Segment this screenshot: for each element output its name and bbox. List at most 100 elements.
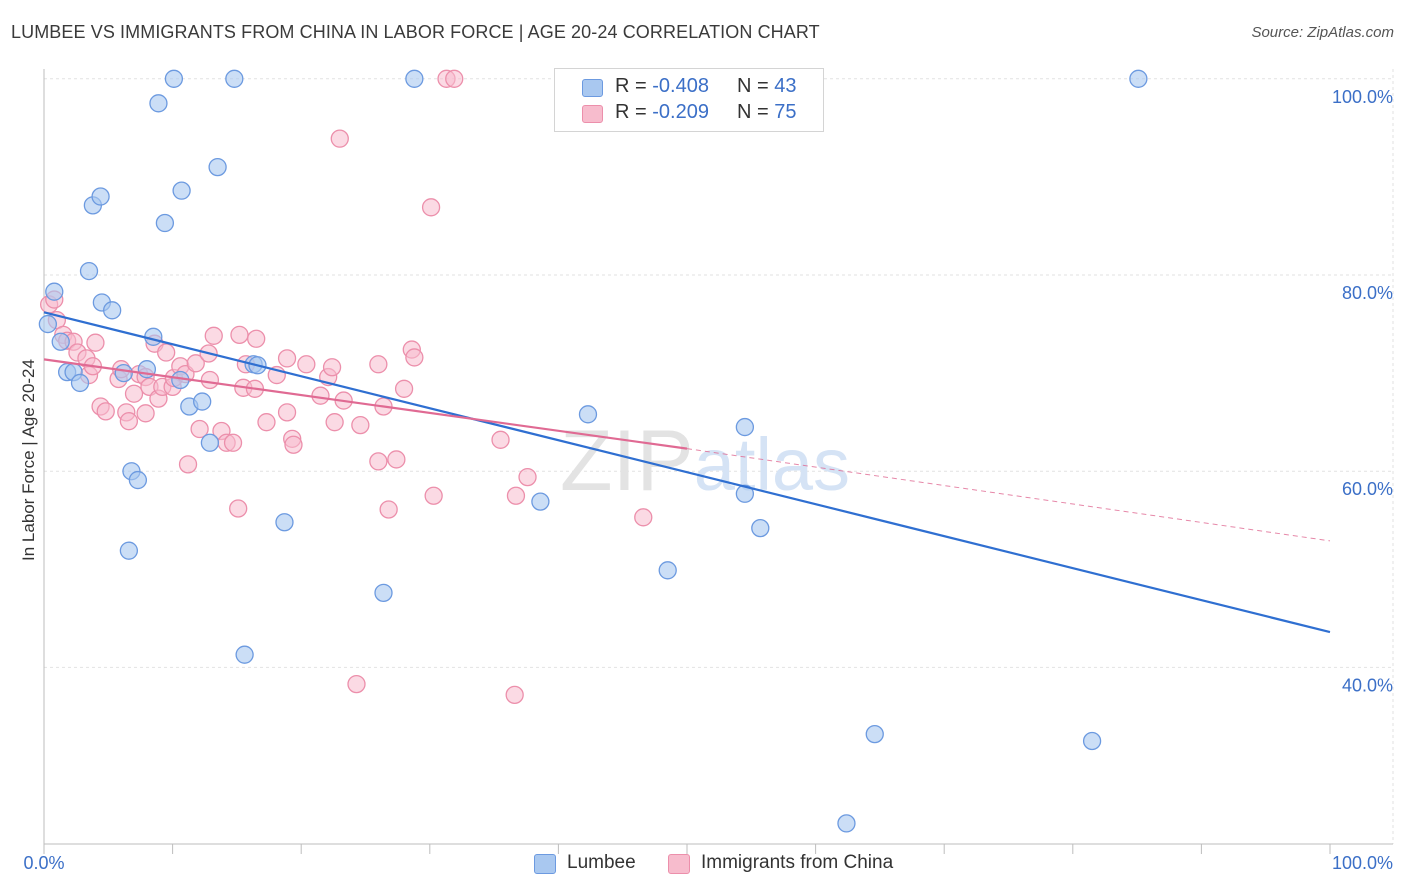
china-point [330,129,349,148]
watermark: ZIPatlas [560,413,850,509]
china-point [394,379,414,398]
legend-label-china: Immigrants from China [701,852,894,873]
china-point [229,499,248,518]
y-tick-label: 60.0% [1342,479,1393,499]
china-point [634,508,653,527]
lumbee-point [531,492,550,511]
china-point [325,413,344,432]
lumbee-point [578,405,598,424]
source-label: Source: ZipAtlas.com [1251,24,1394,41]
legend-n-label: N = [737,75,775,97]
china-swatch [668,854,690,874]
lumbee-point [1082,731,1102,751]
china-point [257,413,276,432]
china-point [284,435,303,454]
lumbee-point [374,583,393,603]
china-point [297,355,316,374]
legend-n-value: 75 [774,101,797,123]
china-point [505,685,524,705]
stats-legend: R = -0.408 N = 43 R = -0.209 N = 75 [554,68,824,132]
china-point [405,348,424,367]
china-point [96,402,115,421]
lumbee-point [735,484,755,503]
lumbee-swatch [582,79,603,97]
china-point [204,326,223,345]
y-tick-label: 100.0% [1332,87,1393,107]
china-point [322,358,342,377]
y-tick-label: 40.0% [1342,675,1393,695]
grid-lines [44,69,1394,844]
china-point [421,198,441,217]
series-lumbee-points [38,69,1148,833]
legend-r-value: -0.408 [652,75,709,97]
x-tick-label: 0.0% [23,853,64,873]
china-point [136,404,155,423]
lumbee-point [70,373,90,393]
china-trend-line [43,358,688,450]
lumbee-point [225,69,244,88]
lumbee-swatch [534,854,556,874]
china-point [124,384,144,403]
lumbee-point [128,470,148,490]
chart-title: LUMBEE VS IMMIGRANTS FROM CHINA IN LABOR… [11,22,820,42]
lumbee-point [658,561,677,580]
legend-n-value: 43 [774,75,797,97]
lumbee-point [405,69,424,88]
lumbee-point [751,518,770,538]
lumbee-point [200,433,220,452]
lumbee-point [235,645,254,664]
lumbee-point [51,332,70,351]
lumbee-point [1129,69,1148,88]
lumbee-point [735,417,755,437]
legend-r-label: R = [615,101,653,123]
legend-n-label: N = [737,101,775,123]
china-point [311,386,330,405]
lumbee-point [164,69,184,88]
lumbee-point [155,213,175,233]
lumbee-point [91,187,110,206]
china-point [369,452,388,471]
china-trend-extension [686,448,1331,542]
series-china-points [39,69,653,705]
china-point [424,486,443,505]
china-point [186,354,205,373]
axes [43,69,1393,854]
legend-label-lumbee: Lumbee [567,852,636,873]
china-point [445,69,464,88]
legend-item-lumbee: Lumbee [534,852,636,874]
trend-lines [43,311,1331,634]
china-point [351,415,370,435]
china-point [178,455,198,474]
y-axis-label: In Labor Force | Age 20-24 [19,359,38,561]
lumbee-point [103,301,122,320]
china-point [369,355,388,374]
legend-r-label: R = [615,75,653,97]
lumbee-point [45,282,64,301]
lumbee-point [208,157,227,177]
lumbee-point [837,814,856,833]
china-point [347,674,366,694]
lumbee-point [79,261,99,281]
china-point [387,450,406,469]
legend-r-value: -0.209 [652,101,709,123]
tick-labels: 40.0% 60.0% 80.0% 100.0% 0.0% 100.0% [23,87,1393,873]
china-point [379,500,398,519]
china-point [200,370,220,390]
china-point [247,329,266,348]
lumbee-point [114,363,133,383]
legend-item-china: Immigrants from China [668,852,893,874]
lumbee-point [144,327,163,346]
lumbee-trend-line [43,311,1331,634]
lumbee-point [149,94,168,113]
lumbee-point [865,724,884,744]
lumbee-point [172,181,191,200]
lumbee-point [119,541,139,560]
china-point [86,333,105,352]
china-point [223,433,243,452]
lumbee-point [275,513,294,532]
lumbee-point [38,314,58,334]
china-point [157,343,176,362]
lumbee-point [193,392,212,411]
china-point [190,419,209,439]
